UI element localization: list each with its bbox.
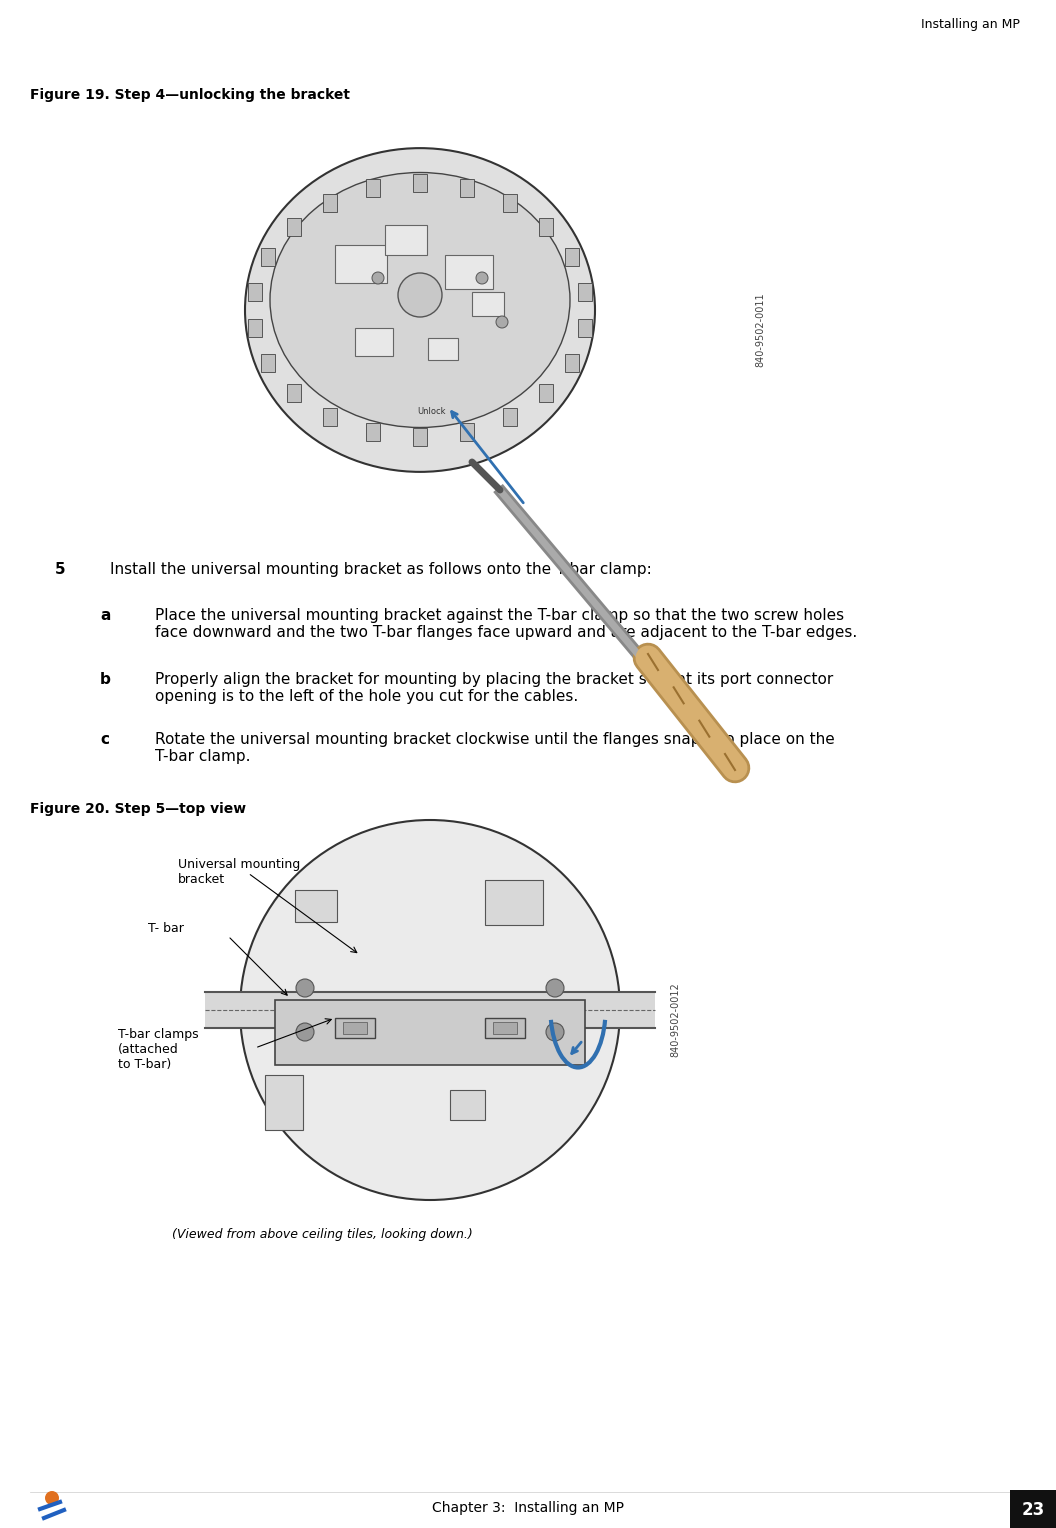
Ellipse shape bbox=[270, 173, 570, 428]
FancyBboxPatch shape bbox=[540, 384, 553, 402]
FancyBboxPatch shape bbox=[355, 329, 393, 356]
Text: Properly align the bracket for mounting by placing the bracket so that its port : Properly align the bracket for mounting … bbox=[155, 672, 833, 704]
FancyBboxPatch shape bbox=[248, 283, 262, 301]
Circle shape bbox=[546, 1024, 564, 1041]
FancyBboxPatch shape bbox=[287, 384, 301, 402]
FancyBboxPatch shape bbox=[565, 248, 579, 266]
FancyBboxPatch shape bbox=[287, 219, 301, 235]
FancyBboxPatch shape bbox=[413, 428, 427, 446]
Text: c: c bbox=[100, 732, 109, 747]
FancyBboxPatch shape bbox=[460, 179, 474, 197]
FancyBboxPatch shape bbox=[265, 1076, 303, 1131]
FancyBboxPatch shape bbox=[485, 880, 543, 924]
FancyBboxPatch shape bbox=[579, 319, 592, 338]
FancyBboxPatch shape bbox=[335, 244, 386, 283]
FancyBboxPatch shape bbox=[205, 992, 655, 1028]
FancyBboxPatch shape bbox=[275, 999, 585, 1065]
Circle shape bbox=[398, 274, 442, 316]
Circle shape bbox=[476, 272, 488, 284]
FancyBboxPatch shape bbox=[323, 408, 337, 426]
Circle shape bbox=[546, 979, 564, 996]
FancyBboxPatch shape bbox=[428, 338, 458, 361]
FancyBboxPatch shape bbox=[1010, 1490, 1056, 1528]
FancyBboxPatch shape bbox=[343, 1022, 367, 1034]
Circle shape bbox=[240, 821, 620, 1199]
FancyBboxPatch shape bbox=[248, 319, 262, 338]
Text: Rotate the universal mounting bracket clockwise until the flanges snap into plac: Rotate the universal mounting bracket cl… bbox=[155, 732, 834, 764]
FancyBboxPatch shape bbox=[504, 408, 517, 426]
Text: Place the universal mounting bracket against the T-bar clamp so that the two scr: Place the universal mounting bracket aga… bbox=[155, 608, 857, 640]
Text: b: b bbox=[100, 672, 111, 688]
Circle shape bbox=[372, 272, 384, 284]
Circle shape bbox=[45, 1491, 59, 1505]
FancyBboxPatch shape bbox=[295, 889, 337, 921]
Circle shape bbox=[296, 979, 314, 996]
FancyBboxPatch shape bbox=[366, 423, 380, 442]
FancyBboxPatch shape bbox=[335, 1018, 375, 1038]
FancyBboxPatch shape bbox=[460, 423, 474, 442]
FancyBboxPatch shape bbox=[472, 292, 504, 316]
Text: 840-9502-0012: 840-9502-0012 bbox=[670, 983, 680, 1057]
Text: Unlock: Unlock bbox=[418, 408, 447, 417]
Text: Universal mounting
bracket: Universal mounting bracket bbox=[178, 859, 300, 886]
Text: Installing an MP: Installing an MP bbox=[921, 18, 1020, 31]
FancyBboxPatch shape bbox=[579, 283, 592, 301]
Text: a: a bbox=[100, 608, 111, 623]
FancyBboxPatch shape bbox=[540, 219, 553, 235]
Text: (Viewed from above ceiling tiles, looking down.): (Viewed from above ceiling tiles, lookin… bbox=[172, 1229, 473, 1241]
Circle shape bbox=[296, 1024, 314, 1041]
FancyBboxPatch shape bbox=[565, 354, 579, 371]
Text: T-bar clamps
(attached
to T-bar): T-bar clamps (attached to T-bar) bbox=[118, 1028, 199, 1071]
Text: Figure 20. Step 5—top view: Figure 20. Step 5—top view bbox=[30, 802, 246, 816]
FancyBboxPatch shape bbox=[485, 1018, 525, 1038]
Ellipse shape bbox=[245, 148, 595, 472]
Text: T- bar: T- bar bbox=[148, 921, 184, 935]
FancyBboxPatch shape bbox=[385, 225, 427, 255]
Text: Install the universal mounting bracket as follows onto the T-bar clamp:: Install the universal mounting bracket a… bbox=[110, 562, 652, 578]
Text: 23: 23 bbox=[1021, 1500, 1044, 1519]
Circle shape bbox=[496, 316, 508, 329]
Text: 5: 5 bbox=[55, 562, 65, 578]
FancyBboxPatch shape bbox=[323, 194, 337, 212]
FancyBboxPatch shape bbox=[261, 354, 276, 371]
FancyBboxPatch shape bbox=[261, 248, 276, 266]
FancyBboxPatch shape bbox=[366, 179, 380, 197]
FancyBboxPatch shape bbox=[445, 255, 493, 289]
Text: 840-9502-0011: 840-9502-0011 bbox=[755, 293, 765, 367]
Text: Chapter 3:  Installing an MP: Chapter 3: Installing an MP bbox=[432, 1500, 624, 1514]
FancyBboxPatch shape bbox=[493, 1022, 517, 1034]
Text: Figure 19. Step 4—unlocking the bracket: Figure 19. Step 4—unlocking the bracket bbox=[30, 89, 350, 102]
FancyBboxPatch shape bbox=[413, 174, 427, 193]
FancyBboxPatch shape bbox=[450, 1089, 485, 1120]
FancyBboxPatch shape bbox=[504, 194, 517, 212]
